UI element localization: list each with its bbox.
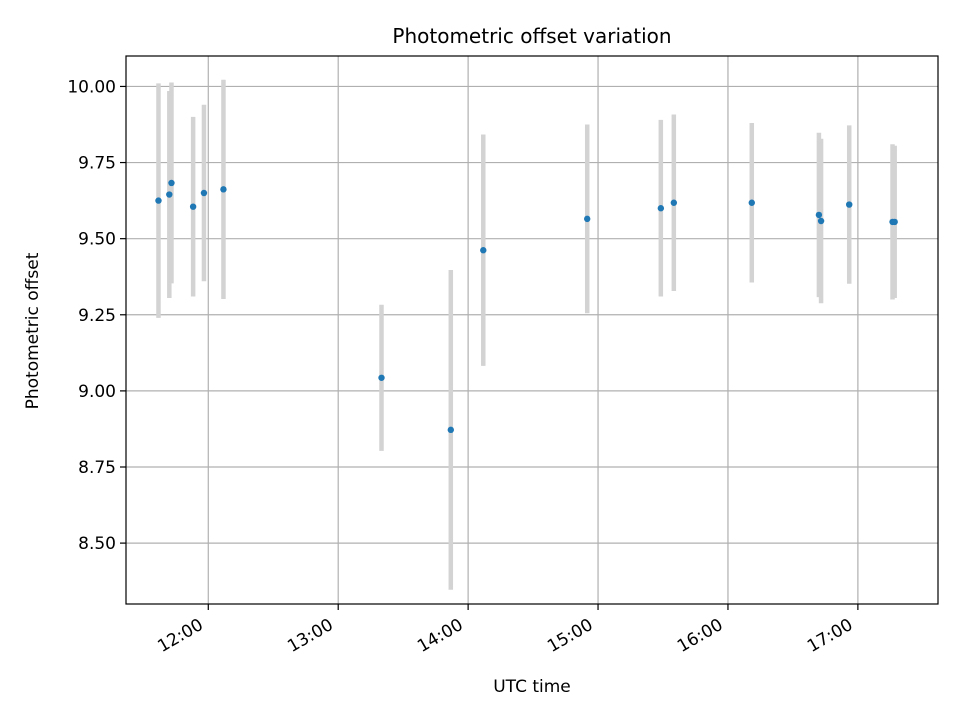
axes-frame xyxy=(125,55,939,605)
data-point xyxy=(846,201,853,208)
data-point xyxy=(657,205,665,212)
data-point xyxy=(189,203,197,210)
x-axis-label: UTC time xyxy=(493,677,571,697)
data-point xyxy=(891,218,898,226)
y-tick-label: 9.75 xyxy=(78,154,116,174)
x-tick-label: 16:00 xyxy=(674,615,726,657)
data-point xyxy=(815,211,823,219)
data-point xyxy=(748,199,755,206)
grid-lines xyxy=(126,56,938,604)
data-points xyxy=(155,179,898,434)
data-point xyxy=(166,191,173,198)
x-tick-label: 15:00 xyxy=(544,615,596,657)
y-tick-label: 10.00 xyxy=(67,77,116,97)
x-tick-label: 17:00 xyxy=(804,615,856,657)
data-point xyxy=(447,426,454,434)
x-tick-label: 14:00 xyxy=(414,615,466,657)
y-tick-label: 9.50 xyxy=(78,230,116,250)
data-point xyxy=(220,186,227,193)
data-point xyxy=(817,217,825,225)
data-point xyxy=(378,374,385,381)
data-point xyxy=(584,215,591,223)
x-tick-label: 12:00 xyxy=(154,615,206,657)
data-point xyxy=(670,199,678,206)
y-tick-label: 9.00 xyxy=(78,382,116,402)
chart-title: Photometric offset variation xyxy=(392,24,671,48)
y-tick-label: 9.25 xyxy=(78,306,116,326)
data-point xyxy=(155,197,162,204)
axis-ticks: 12:00 13:00 14:00 15:00 16:00 17:00 8.50 8.75 9.… xyxy=(67,77,859,657)
error-bars xyxy=(156,79,897,590)
x-tick-label: 13:00 xyxy=(284,615,336,657)
data-point xyxy=(200,189,208,197)
y-tick-label: 8.75 xyxy=(78,458,116,478)
data-point xyxy=(480,247,487,254)
data-point xyxy=(168,179,175,187)
y-axis-label: Photometric offset xyxy=(23,252,43,409)
y-tick-label: 8.50 xyxy=(78,534,116,554)
